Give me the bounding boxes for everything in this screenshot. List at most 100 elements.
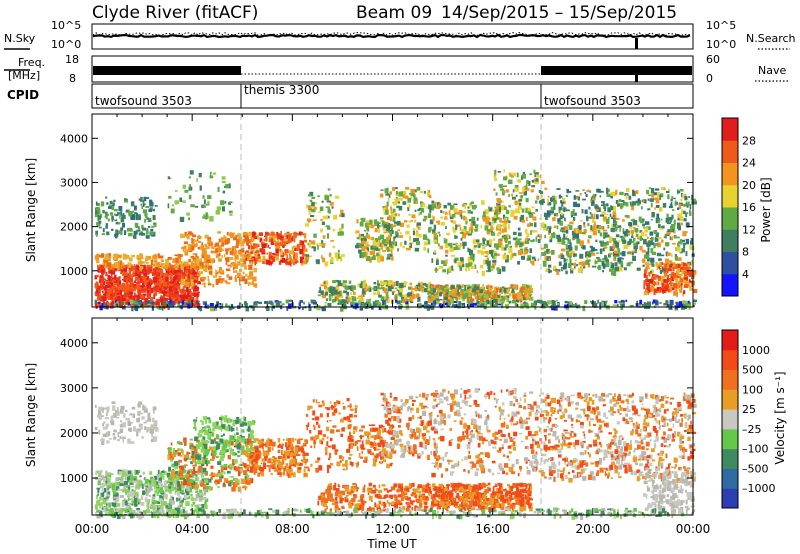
power-cell-3530 xyxy=(618,199,622,202)
power-cell-2596 xyxy=(512,285,515,290)
power-cell-3935 xyxy=(576,203,581,208)
power-cell-4403 xyxy=(552,300,556,305)
power-cell-2986 xyxy=(455,224,458,230)
power-cell-2599 xyxy=(469,293,473,296)
power-cell-267 xyxy=(179,270,183,275)
power-cell-4487 xyxy=(321,306,326,312)
power-cell-2748 xyxy=(486,295,489,300)
power-cell-2683 xyxy=(443,288,448,292)
power-cell-4115 xyxy=(648,287,652,290)
velocity-cell-309 xyxy=(144,497,148,502)
power-cell-3338 xyxy=(558,261,562,266)
power-cell-3015 xyxy=(440,221,445,226)
power-cell-2402 xyxy=(395,231,398,235)
power-cell-943 xyxy=(137,257,142,261)
velocity-cell-221 xyxy=(120,472,124,474)
power-cell-3468 xyxy=(566,251,569,256)
power-cell-3679 xyxy=(668,260,673,264)
power-cell-841 xyxy=(98,293,101,296)
power-cell-1611 xyxy=(122,222,125,228)
power-cell-1710 xyxy=(144,203,146,206)
power-cell-4429 xyxy=(258,301,262,305)
power-cell-365 xyxy=(153,282,156,285)
power-cell-2031 xyxy=(395,293,398,296)
power-cell-3403 xyxy=(623,244,628,250)
power-cell-3637 xyxy=(660,218,663,221)
power-cell-4515 xyxy=(156,305,159,310)
power-cell-4150 xyxy=(683,272,688,278)
power-cell-2868 xyxy=(461,204,466,207)
power-cell-3075 xyxy=(535,236,538,242)
power-cell-2068 xyxy=(369,298,371,302)
power-cell-2164 xyxy=(366,247,369,252)
power-cell-1456 xyxy=(250,234,253,237)
power-cell-3769 xyxy=(654,237,659,242)
power-cell-2349 xyxy=(394,221,398,226)
power-cell-4528 xyxy=(168,301,172,306)
power-cell-3508 xyxy=(649,270,652,274)
power-cell-3235 xyxy=(493,243,498,248)
power-cell-1714 xyxy=(149,199,153,204)
velocity-cell-80 xyxy=(154,505,158,507)
power-cell-1988 xyxy=(348,297,351,303)
power-cell-702 xyxy=(110,286,114,291)
power-cell-2383 xyxy=(395,232,399,238)
power-cell-1715 xyxy=(106,202,109,205)
power-cell-2766 xyxy=(447,202,451,206)
power-cell-3800 xyxy=(556,214,559,217)
power-cell-4039 xyxy=(692,271,697,275)
power-cell-4266 xyxy=(350,304,353,308)
power-cell-2104 xyxy=(417,283,421,287)
power-cell-1872 xyxy=(307,218,312,222)
power-cell-4315 xyxy=(622,304,625,308)
power-cell-3323 xyxy=(583,222,586,226)
power-cell-1000 xyxy=(122,255,127,260)
power-cell-4488 xyxy=(217,303,221,308)
power-cell-1556 xyxy=(255,253,258,258)
power-cell-4335 xyxy=(692,299,697,302)
power-cell-2278 xyxy=(405,195,409,199)
power-cell-1705 xyxy=(97,215,101,220)
power-cell-3817 xyxy=(613,241,616,244)
power-cell-2211 xyxy=(378,251,381,254)
power-cell-1575 xyxy=(274,233,277,239)
power-cell-3420 xyxy=(655,205,660,208)
power-cell-2316 xyxy=(410,196,413,200)
power-cell-4458 xyxy=(250,306,253,309)
power-cell-3191 xyxy=(528,214,534,218)
power-cell-2586 xyxy=(513,284,518,290)
power-cell-3825 xyxy=(644,233,648,237)
power-cell-1957 xyxy=(328,293,333,298)
power-cell-2034 xyxy=(378,287,383,290)
power-cell-4011 xyxy=(669,280,672,283)
power-cell-4325 xyxy=(655,299,658,302)
power-cell-2882 xyxy=(460,229,466,234)
power-cell-4441 xyxy=(161,306,164,311)
power-cell-867 xyxy=(157,269,162,273)
power-cell-3246 xyxy=(503,169,506,173)
power-cell-3087 xyxy=(493,217,497,221)
power-cell-3889 xyxy=(634,228,639,233)
power-cell-1249 xyxy=(233,263,239,269)
power-cell-4546 xyxy=(135,306,139,312)
power-cell-2117 xyxy=(343,290,347,294)
power-cell-4558 xyxy=(324,304,327,309)
power-cell-3652 xyxy=(558,206,563,211)
power-cell-4096 xyxy=(666,268,668,272)
power-cell-2878 xyxy=(470,211,473,214)
power-cell-4184 xyxy=(497,303,502,306)
power-cell-3186 xyxy=(508,179,513,184)
power-cell-1229 xyxy=(207,237,212,241)
power-cell-762 xyxy=(135,269,140,274)
power-cell-1642 xyxy=(124,230,127,235)
power-cell-2871 xyxy=(458,262,463,267)
power-cell-1866 xyxy=(339,214,342,217)
power-cell-1302 xyxy=(249,273,253,277)
power-cell-3537 xyxy=(666,191,670,193)
power-cell-512 xyxy=(186,295,191,300)
power-cell-3622 xyxy=(566,188,569,194)
power-cell-3377 xyxy=(634,248,637,251)
power-cell-842 xyxy=(116,292,121,295)
power-cell-3869 xyxy=(569,252,573,256)
power-cell-4466 xyxy=(198,306,201,311)
